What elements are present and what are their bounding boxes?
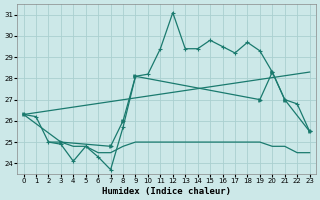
X-axis label: Humidex (Indice chaleur): Humidex (Indice chaleur) <box>102 187 231 196</box>
